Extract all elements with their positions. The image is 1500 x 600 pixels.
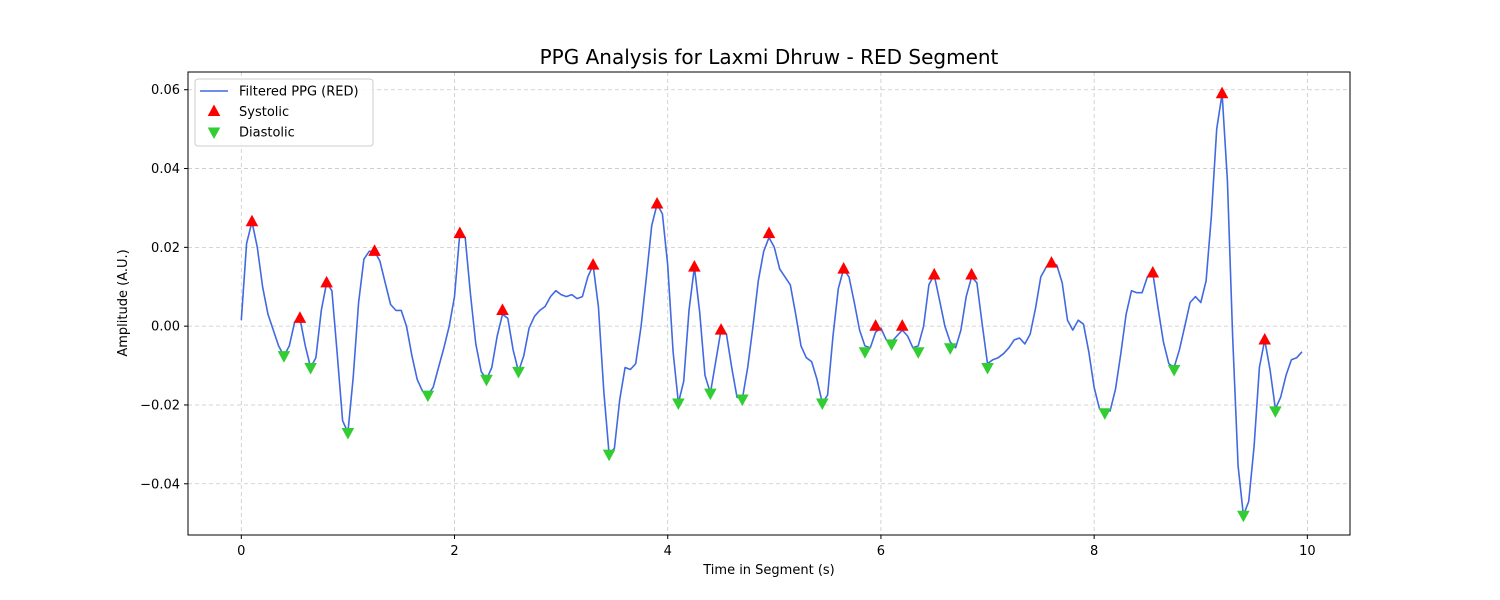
diastolic-marker (672, 398, 685, 410)
systolic-marker (245, 214, 259, 227)
plot-frame (187, 71, 1351, 536)
systolic-marker (293, 311, 307, 323)
diastolic-marker (1269, 406, 1282, 418)
diastolic-marker (421, 390, 435, 403)
legend-label: Systolic (239, 105, 289, 120)
y-tick-label: −0.02 (140, 398, 180, 413)
y-axis-label: Amplitude (A.U.) (116, 249, 131, 356)
systolic-marker (650, 197, 664, 209)
systolic-marker (762, 226, 776, 239)
systolic-marker (714, 323, 728, 335)
y-tick-label: 0.04 (151, 162, 180, 177)
grid-layer (188, 72, 1350, 535)
diastolic-marker (858, 347, 872, 359)
legend-diastolic-swatch (207, 127, 221, 139)
diastolic-marker (512, 366, 525, 379)
diastolic-marker (1237, 510, 1250, 523)
x-tick-label: 10 (1299, 544, 1316, 559)
y-tick-label: 0.00 (151, 320, 180, 335)
legend-label: Filtered PPG (RED) (239, 85, 359, 100)
x-axis: 0 2 4 6 8 10 (237, 535, 1316, 559)
systolic-marker (368, 244, 381, 256)
diastolic-marker (704, 388, 717, 401)
systolic-marker (965, 267, 978, 280)
marker-layer (245, 86, 1282, 523)
diastolic-marker (816, 398, 829, 410)
y-tick-label: −0.04 (140, 477, 180, 492)
x-tick-label: 8 (1090, 544, 1098, 559)
y-axis: −0.04 −0.02 0.00 0.02 0.04 0.06 (140, 83, 188, 492)
systolic-marker (688, 260, 701, 272)
diastolic-marker (736, 394, 749, 407)
series-layer (240, 92, 1303, 517)
y-tick-label: 0.06 (151, 83, 180, 98)
systolic-marker (1045, 256, 1058, 268)
x-tick-label: 2 (450, 544, 458, 559)
systolic-marker (1215, 86, 1229, 99)
systolic-marker (586, 258, 600, 270)
legend-box (194, 78, 374, 147)
systolic-marker (1258, 332, 1272, 345)
diastolic-marker (602, 449, 616, 462)
legend-label: Diastolic (239, 126, 295, 141)
chart-title: PPG Analysis for Laxmi Dhruw - RED Segme… (540, 45, 999, 69)
systolic-marker (496, 303, 509, 315)
diastolic-marker (911, 347, 925, 359)
diastolic-marker (277, 351, 291, 363)
x-tick-label: 0 (237, 544, 245, 559)
x-tick-label: 4 (664, 544, 672, 559)
diastolic-marker (1167, 364, 1181, 377)
systolic-marker (453, 226, 467, 239)
systolic-marker (1146, 265, 1160, 278)
diastolic-marker (981, 362, 994, 375)
diastolic-marker (885, 339, 898, 351)
y-tick-label: 0.02 (151, 241, 180, 256)
diastolic-marker (943, 343, 957, 355)
legend-systolic-swatch (207, 104, 221, 117)
diastolic-marker (480, 374, 493, 387)
ppg-signal-line (240, 92, 1303, 517)
systolic-marker (320, 275, 333, 288)
systolic-marker (869, 319, 882, 331)
systolic-marker (837, 262, 850, 274)
legend: Filtered PPG (RED) Systolic Diastolic (194, 78, 374, 147)
systolic-marker (895, 319, 909, 331)
x-axis-label: Time in Segment (s) (702, 563, 834, 578)
diastolic-marker (304, 362, 317, 375)
systolic-marker (927, 267, 941, 280)
x-tick-label: 6 (877, 544, 885, 559)
diastolic-marker (341, 427, 355, 440)
diastolic-marker (1098, 408, 1112, 420)
